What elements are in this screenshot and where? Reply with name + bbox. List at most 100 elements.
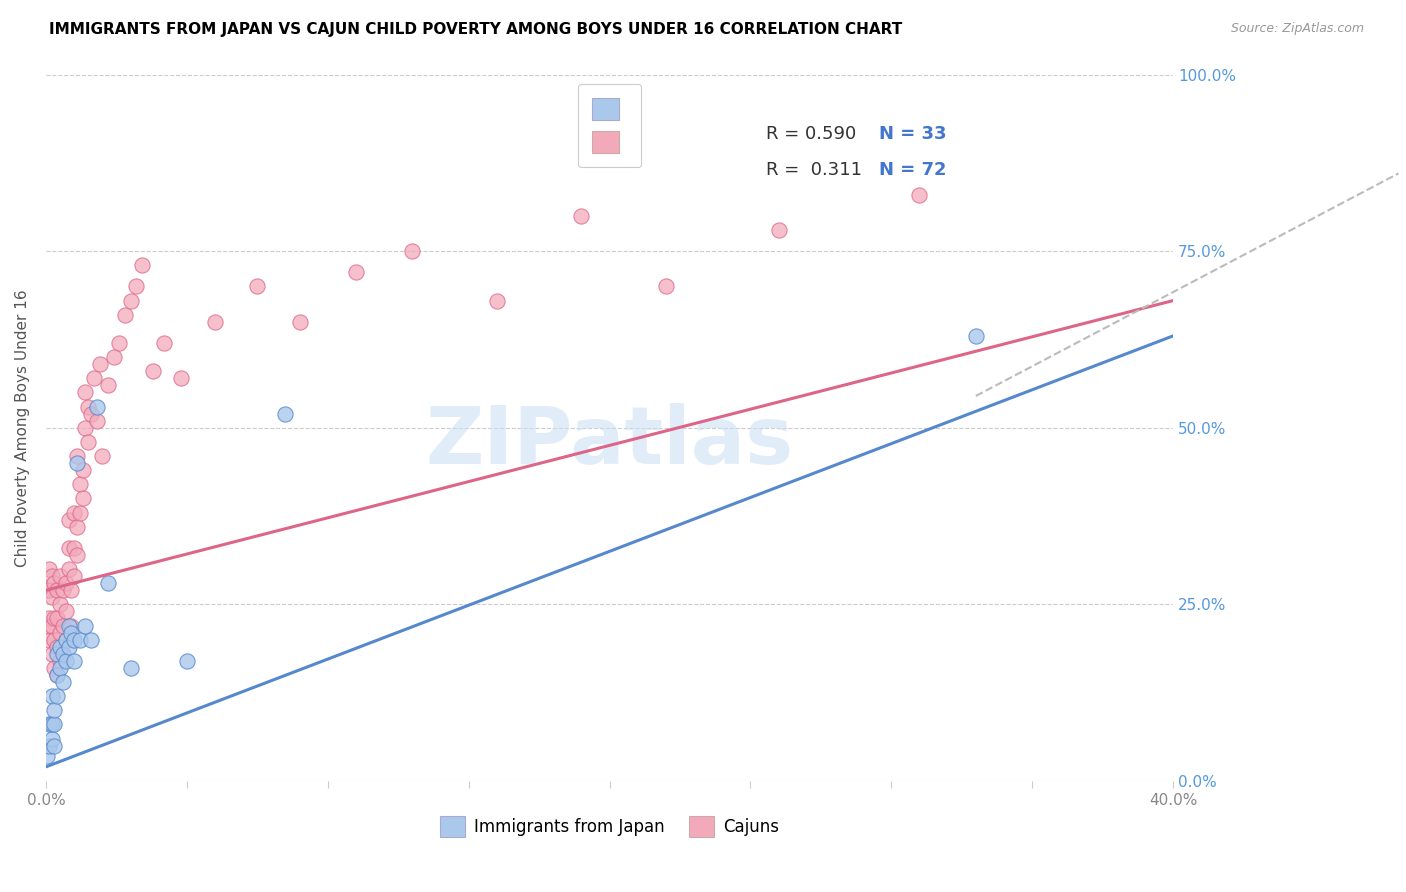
Point	[69, 477, 91, 491]
Point	[55, 632, 77, 647]
Point	[37, 583, 59, 598]
Point	[569, 209, 592, 223]
Point	[142, 364, 165, 378]
Point	[44, 611, 66, 625]
Point	[37, 749, 59, 764]
Point	[37, 618, 59, 632]
Point	[274, 407, 297, 421]
Point	[97, 576, 120, 591]
Point	[49, 640, 72, 654]
Point	[63, 506, 86, 520]
Point	[66, 519, 89, 533]
Point	[41, 731, 63, 746]
Point	[75, 618, 97, 632]
Point	[63, 541, 86, 555]
Point	[63, 569, 86, 583]
Point	[97, 378, 120, 392]
Point	[288, 315, 311, 329]
Point	[49, 654, 72, 668]
Point	[69, 632, 91, 647]
Point	[72, 491, 94, 506]
Y-axis label: Child Poverty Among Boys Under 16: Child Poverty Among Boys Under 16	[15, 289, 30, 566]
Point	[41, 618, 63, 632]
Point	[75, 421, 97, 435]
Point	[344, 265, 367, 279]
Point	[401, 244, 423, 259]
Point	[246, 279, 269, 293]
Point	[55, 632, 77, 647]
Point	[46, 611, 69, 625]
Point	[38, 632, 60, 647]
Point	[60, 625, 83, 640]
Point	[176, 654, 198, 668]
Point	[965, 329, 987, 343]
Point	[66, 456, 89, 470]
Text: N = 33: N = 33	[879, 126, 946, 144]
Text: Source: ZipAtlas.com: Source: ZipAtlas.com	[1230, 22, 1364, 36]
Point	[768, 223, 790, 237]
Point	[46, 583, 69, 598]
Point	[485, 293, 508, 308]
Point	[52, 583, 75, 598]
Point	[114, 308, 136, 322]
Point	[908, 187, 931, 202]
Text: N = 72: N = 72	[879, 161, 946, 178]
Point	[60, 583, 83, 598]
Point	[86, 414, 108, 428]
Point	[52, 647, 75, 661]
Point	[86, 400, 108, 414]
Point	[55, 576, 77, 591]
Point	[44, 717, 66, 731]
Point	[38, 611, 60, 625]
Point	[41, 689, 63, 703]
Text: ZIPatlas: ZIPatlas	[426, 403, 793, 481]
Point	[46, 668, 69, 682]
Point	[52, 675, 75, 690]
Point	[58, 512, 80, 526]
Point	[49, 569, 72, 583]
Point	[44, 703, 66, 717]
Point	[46, 689, 69, 703]
Point	[44, 576, 66, 591]
Point	[72, 463, 94, 477]
Point	[41, 717, 63, 731]
Text: IMMIGRANTS FROM JAPAN VS CAJUN CHILD POVERTY AMONG BOYS UNDER 16 CORRELATION CHA: IMMIGRANTS FROM JAPAN VS CAJUN CHILD POV…	[49, 22, 903, 37]
Point	[153, 335, 176, 350]
Point	[58, 562, 80, 576]
Point	[38, 562, 60, 576]
Point	[41, 647, 63, 661]
Point	[55, 654, 77, 668]
Point	[170, 371, 193, 385]
Point	[103, 350, 125, 364]
Point	[49, 661, 72, 675]
Point	[89, 357, 111, 371]
Point	[38, 717, 60, 731]
Point	[58, 541, 80, 555]
Text: R = 0.590: R = 0.590	[766, 126, 856, 144]
Point	[80, 407, 103, 421]
Point	[60, 618, 83, 632]
Point	[75, 385, 97, 400]
Point	[44, 632, 66, 647]
Point	[38, 583, 60, 598]
Point	[58, 640, 80, 654]
Point	[44, 661, 66, 675]
Point	[41, 569, 63, 583]
Point	[91, 449, 114, 463]
Point	[204, 315, 226, 329]
Point	[108, 335, 131, 350]
Point	[69, 506, 91, 520]
Point	[80, 632, 103, 647]
Point	[77, 434, 100, 449]
Legend: Immigrants from Japan, Cajuns: Immigrants from Japan, Cajuns	[433, 810, 786, 843]
Point	[131, 258, 153, 272]
Point	[83, 371, 105, 385]
Point	[77, 400, 100, 414]
Point	[655, 279, 678, 293]
Point	[66, 548, 89, 562]
Point	[66, 449, 89, 463]
Text: R =  0.311: R = 0.311	[766, 161, 862, 178]
Point	[120, 293, 142, 308]
Point	[52, 647, 75, 661]
Point	[44, 739, 66, 753]
